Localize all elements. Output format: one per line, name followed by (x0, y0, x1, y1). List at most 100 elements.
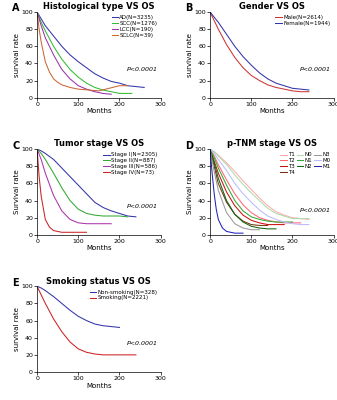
X-axis label: Months: Months (259, 108, 285, 114)
Stage III(N=586) (35, 147, 39, 152)
N1 (212, 155, 216, 160)
Line: LCC(N=190): LCC(N=190) (37, 12, 111, 94)
AD(N=3235) (117, 81, 121, 86)
Stage III(N=586) (43, 171, 47, 176)
Non-smoking(N=328) (60, 301, 64, 306)
Y-axis label: survival rate: survival rate (14, 307, 20, 351)
T1 (290, 215, 295, 220)
Line: T4: T4 (210, 149, 268, 226)
T1 (216, 153, 220, 158)
Male(N=2614) (233, 55, 237, 60)
M0 (257, 208, 262, 212)
Line: T2: T2 (210, 149, 301, 223)
N1 (274, 220, 278, 224)
Title: Histological type VS OS: Histological type VS OS (43, 2, 155, 11)
Smoking(N=2221) (60, 329, 64, 334)
SCC(N=1276) (93, 85, 97, 90)
T1 (266, 203, 270, 208)
T1 (233, 169, 237, 174)
Line: T3: T3 (210, 149, 284, 224)
LCC(N=190) (93, 89, 97, 94)
Non-smoking(N=328) (35, 284, 39, 289)
T3 (282, 222, 286, 227)
Male(N=2614) (299, 89, 303, 94)
Stage III(N=586) (76, 220, 80, 225)
AD(N=3235) (93, 71, 97, 76)
Stage IV(N=73) (37, 174, 41, 179)
N3 (216, 188, 220, 193)
N3 (233, 221, 237, 226)
SCC(N=1276) (35, 10, 39, 14)
Non-smoking(N=328) (93, 322, 97, 326)
Stage III(N=586) (97, 221, 101, 226)
M1 (224, 229, 228, 234)
LCC(N=190) (52, 52, 56, 57)
T2 (208, 147, 212, 152)
M0 (282, 220, 286, 224)
SCLC(N=39) (117, 83, 121, 88)
X-axis label: Months: Months (86, 382, 112, 388)
Stage IV(N=73) (48, 225, 52, 230)
N0 (299, 216, 303, 221)
N0 (208, 147, 212, 152)
M1 (220, 226, 224, 230)
Stage II(N=887) (117, 214, 121, 218)
N2 (274, 226, 278, 231)
Stage I(N=2305) (101, 205, 105, 210)
Smoking(N=2221) (52, 316, 56, 321)
M1 (216, 217, 220, 222)
T3 (216, 171, 220, 176)
AD(N=3235) (68, 52, 72, 57)
Line: Stage III(N=586): Stage III(N=586) (37, 149, 111, 224)
Text: P<0.0001: P<0.0001 (300, 208, 331, 214)
T2 (249, 210, 253, 215)
N1 (266, 219, 270, 224)
AD(N=3235) (142, 85, 146, 90)
AD(N=3235) (134, 84, 138, 89)
T4 (208, 147, 212, 152)
Title: p-TNM stage VS OS: p-TNM stage VS OS (227, 139, 317, 148)
Text: E: E (12, 278, 19, 288)
N1 (241, 208, 245, 213)
Stage IV(N=73) (56, 229, 60, 234)
Y-axis label: survival rate: survival rate (187, 33, 193, 77)
SCC(N=1276) (68, 67, 72, 72)
N2 (249, 224, 253, 229)
Smoking(N=2221) (68, 340, 72, 344)
Non-smoking(N=328) (68, 308, 72, 313)
Stage II(N=887) (68, 198, 72, 203)
Non-smoking(N=328) (52, 294, 56, 299)
Non-smoking(N=328) (76, 314, 80, 319)
Stage I(N=2305) (134, 214, 138, 219)
Male(N=2614) (212, 18, 216, 23)
Title: Gender VS OS: Gender VS OS (239, 2, 305, 11)
Male(N=2614) (216, 27, 220, 32)
M1 (233, 231, 237, 236)
Smoking(N=2221) (85, 350, 89, 355)
Stage III(N=586) (39, 157, 43, 162)
T3 (208, 147, 212, 152)
Non-smoking(N=328) (39, 286, 43, 290)
SCC(N=1276) (117, 91, 121, 96)
Stage IV(N=73) (76, 230, 80, 235)
T2 (224, 178, 228, 182)
Non-smoking(N=328) (85, 318, 89, 323)
T4 (257, 223, 262, 228)
SCLC(N=39) (52, 76, 56, 81)
Smoking(N=2221) (35, 284, 39, 289)
Stage IV(N=73) (85, 230, 89, 235)
Line: Stage IV(N=73): Stage IV(N=73) (37, 149, 87, 232)
N1 (224, 183, 228, 188)
T3 (257, 220, 262, 225)
SCLC(N=39) (43, 59, 47, 64)
SCLC(N=39) (48, 70, 52, 74)
Female(N=1944) (266, 76, 270, 81)
Line: M0: M0 (210, 149, 309, 224)
N1 (216, 166, 220, 170)
M1 (241, 231, 245, 236)
Text: P<0.0001: P<0.0001 (127, 204, 158, 209)
Stage II(N=887) (52, 171, 56, 176)
M0 (299, 222, 303, 227)
Stage III(N=586) (109, 221, 113, 226)
T2 (274, 220, 278, 224)
